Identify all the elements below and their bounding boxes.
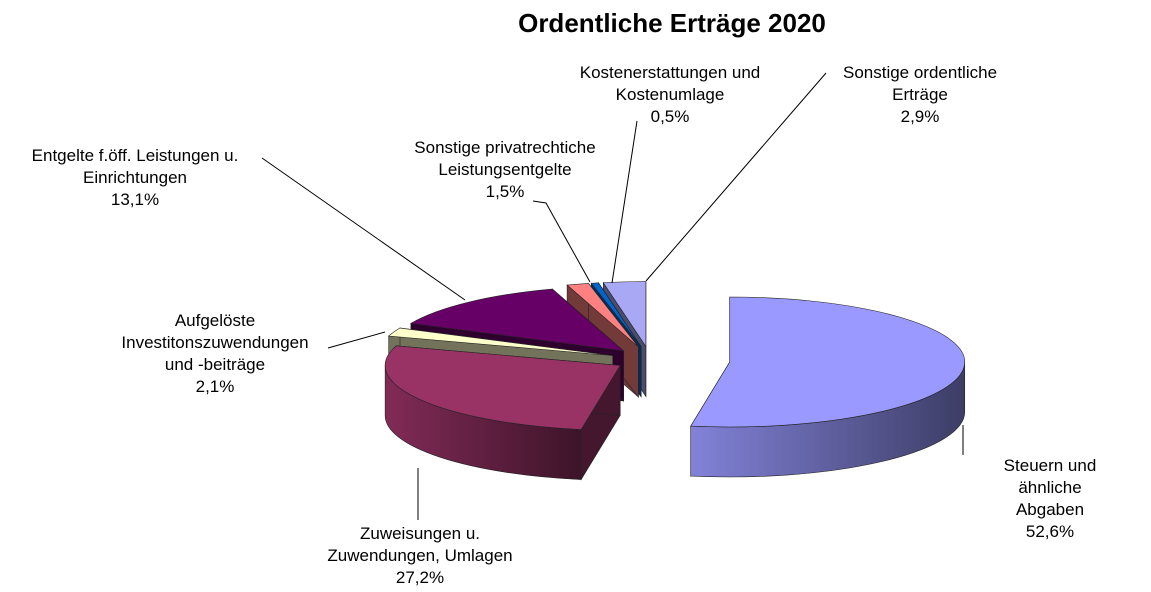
slice-top (409, 288, 625, 352)
slice-label: Entgelte f.öff. Leistungen u. Einrichtun… (32, 145, 239, 211)
slice-top (566, 283, 639, 348)
slice-top (690, 296, 966, 428)
leader-line (532, 200, 591, 283)
value-label: 27,2% (395, 568, 445, 587)
slice-label: Sonstige ordentliche Erträge 2,9% (843, 62, 997, 128)
category-label: Sonstige ordentliche Erträge (842, 63, 998, 104)
category-label: Zuweisungen u. Zuwendungen, Umlagen (327, 524, 513, 565)
leader-line (645, 72, 827, 282)
slice-top (384, 345, 621, 430)
slice-label: Steuern und ähnliche Abgaben 52,6% (1000, 455, 1101, 543)
value-label: 52,6% (1025, 522, 1075, 541)
slice-top (590, 282, 642, 347)
value-label: 0,5% (650, 107, 690, 126)
pie-slice (384, 345, 621, 481)
slice-label: Aufgelöste Investitonszuwendungen und -b… (121, 310, 308, 398)
pie-slice (690, 296, 966, 478)
category-label: Entgelte f.öff. Leistungen u. Einrichtun… (31, 146, 239, 187)
value-label: 1,5% (485, 182, 525, 201)
leader-line (611, 120, 638, 284)
category-label: Kostenerstattungen und Kostenumlage (579, 63, 761, 104)
leader-line (261, 157, 466, 301)
slice-top (387, 327, 613, 356)
chart-title: Ordentliche Erträge 2020 (518, 8, 826, 38)
category-label: Steuern und ähnliche Abgaben (1003, 456, 1097, 519)
value-label: 13,1% (110, 190, 160, 209)
category-label: Sonstige privatrechtiche Leistungsentgel… (414, 138, 596, 179)
slice-label: Sonstige privatrechtiche Leistungsentgel… (414, 137, 595, 203)
value-label: 2,1% (195, 377, 235, 396)
slice-top (602, 281, 647, 348)
slice-label: Zuweisungen u. Zuwendungen, Umlagen 27,2% (327, 523, 512, 589)
category-label: Aufgelöste Investitonszuwendungen und -b… (121, 311, 309, 374)
leader-line (327, 331, 386, 349)
value-label: 2,9% (900, 107, 940, 126)
slice-label: Kostenerstattungen und Kostenumlage 0,5% (580, 62, 761, 128)
